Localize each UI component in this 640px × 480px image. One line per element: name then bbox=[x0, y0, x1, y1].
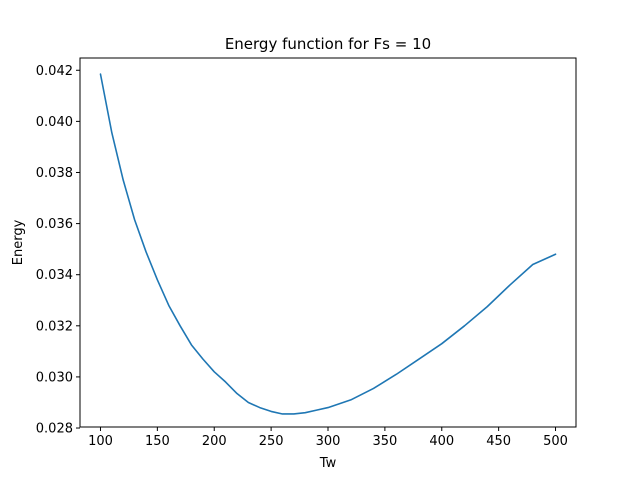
plot-frame bbox=[79, 57, 577, 428]
y-tick-label: 0.042 bbox=[36, 64, 73, 79]
y-axis-label: Energy bbox=[11, 219, 26, 265]
x-axis-label: Tw bbox=[319, 456, 337, 471]
x-tick-label: 450 bbox=[486, 434, 511, 449]
x-tick-label: 400 bbox=[429, 434, 454, 449]
x-tick-label: 300 bbox=[316, 434, 341, 449]
x-tick-label: 150 bbox=[145, 434, 170, 449]
y-tick-label: 0.032 bbox=[36, 319, 73, 334]
x-tick-label: 250 bbox=[259, 434, 284, 449]
x-tick-label: 200 bbox=[202, 434, 227, 449]
plot-area bbox=[99, 73, 557, 415]
y-tick-label: 0.036 bbox=[36, 217, 73, 232]
energy-series-line bbox=[99, 73, 557, 415]
y-tick-label: 0.030 bbox=[36, 370, 73, 385]
x-tick-label: 100 bbox=[88, 434, 113, 449]
x-axis: 100 150 200 250 300 350 400 450 500 bbox=[88, 427, 568, 449]
y-tick-label: 0.034 bbox=[36, 268, 73, 283]
y-tick-label: 0.038 bbox=[36, 166, 73, 181]
y-axis: 0.028 0.030 0.032 0.034 0.036 0.038 0.040 0.042 bbox=[36, 64, 80, 437]
y-tick-label: 0.040 bbox=[36, 115, 73, 130]
y-tick-label: 0.028 bbox=[36, 422, 73, 437]
x-tick-label: 350 bbox=[372, 434, 397, 449]
chart-title: Energy function for Fs = 10 bbox=[225, 35, 431, 53]
x-tick-label: 500 bbox=[543, 434, 568, 449]
